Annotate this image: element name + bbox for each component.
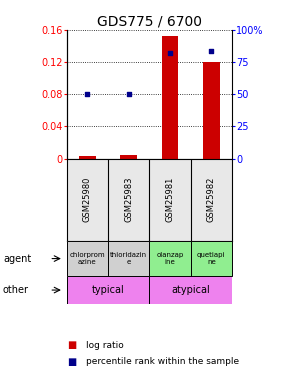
Text: other: other <box>3 285 29 295</box>
Text: ■: ■ <box>67 340 76 350</box>
Point <box>126 92 131 98</box>
Text: typical: typical <box>92 285 124 295</box>
Bar <box>149 241 191 276</box>
Text: thioridazin
e: thioridazin e <box>110 252 147 265</box>
Bar <box>162 36 178 159</box>
Title: GDS775 / 6700: GDS775 / 6700 <box>97 15 202 29</box>
Text: percentile rank within the sample: percentile rank within the sample <box>86 357 239 366</box>
Bar <box>191 241 232 276</box>
Point <box>85 92 90 98</box>
Bar <box>67 276 149 304</box>
Bar <box>79 156 96 159</box>
Text: log ratio: log ratio <box>86 340 123 350</box>
Text: GSM25982: GSM25982 <box>207 177 216 222</box>
Text: olanzap
ine: olanzap ine <box>156 252 184 265</box>
Text: chlorprom
azine: chlorprom azine <box>70 252 105 265</box>
Text: quetiapi
ne: quetiapi ne <box>197 252 226 265</box>
Bar <box>108 241 149 276</box>
Bar <box>120 156 137 159</box>
Text: GSM25983: GSM25983 <box>124 177 133 222</box>
Bar <box>67 241 108 276</box>
Text: agent: agent <box>3 254 31 264</box>
Text: GSM25980: GSM25980 <box>83 177 92 222</box>
Text: atypical: atypical <box>171 285 210 295</box>
Bar <box>203 62 220 159</box>
Point <box>209 48 214 54</box>
Text: GSM25981: GSM25981 <box>166 177 175 222</box>
Text: ■: ■ <box>67 357 76 367</box>
Point <box>168 50 172 56</box>
Bar <box>149 276 232 304</box>
